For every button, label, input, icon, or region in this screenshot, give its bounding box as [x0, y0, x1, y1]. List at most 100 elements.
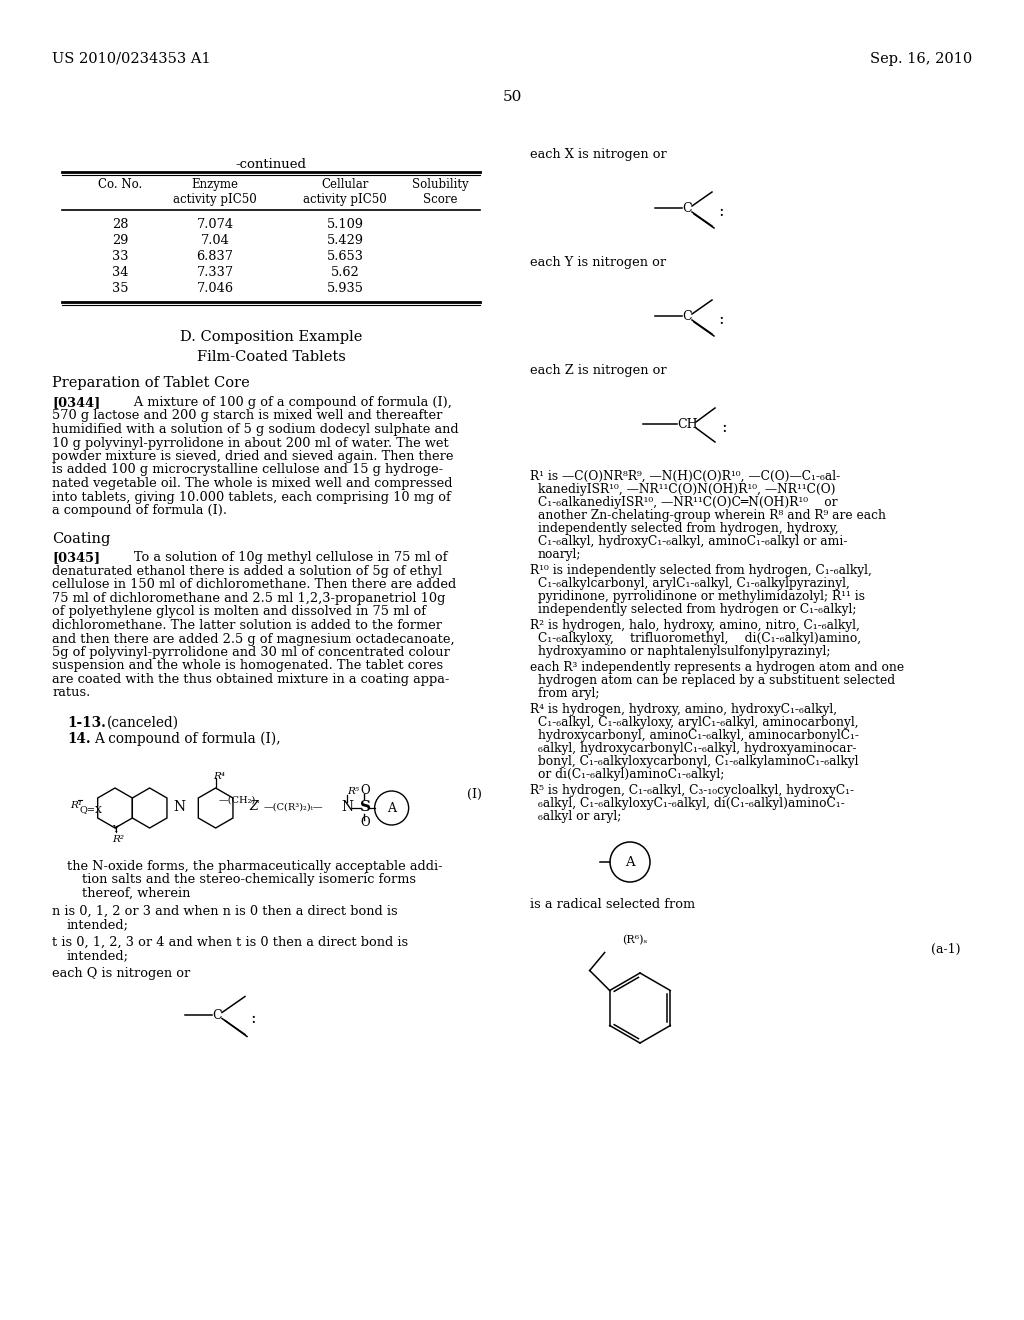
Text: Q=X: Q=X [80, 805, 103, 814]
Text: A: A [387, 803, 396, 814]
Text: 7.046: 7.046 [197, 282, 233, 294]
Text: Enzyme
activity pIC50: Enzyme activity pIC50 [173, 178, 257, 206]
Text: R²: R² [112, 836, 124, 845]
Text: denaturated ethanol there is added a solution of 5g of ethyl: denaturated ethanol there is added a sol… [52, 565, 442, 578]
Text: pyridinone, pyrrolidinone or methylimidazolyl; R¹¹ is: pyridinone, pyrrolidinone or methylimida… [538, 590, 865, 603]
Text: :: : [718, 312, 724, 329]
Text: 5g of polyvinyl-pyrrolidone and 30 ml of concentrated colour: 5g of polyvinyl-pyrrolidone and 30 ml of… [52, 645, 450, 659]
Text: [0345]: [0345] [52, 552, 100, 565]
Text: cellulose in 150 ml of dichloromethane. Then there are added: cellulose in 150 ml of dichloromethane. … [52, 578, 457, 591]
Text: R¹ is —C(O)NR⁸R⁹, —N(H)C(O)R¹⁰, —C(O)—C₁-₆al-: R¹ is —C(O)NR⁸R⁹, —N(H)C(O)R¹⁰, —C(O)—C₁… [530, 470, 841, 483]
Text: Film-Coated Tablets: Film-Coated Tablets [197, 350, 345, 364]
Text: dichloromethane. The latter solution is added to the former: dichloromethane. The latter solution is … [52, 619, 442, 632]
Text: —(CH₂)ₙ: —(CH₂)ₙ [219, 796, 260, 804]
Text: C: C [682, 202, 691, 215]
Text: from aryl;: from aryl; [538, 686, 599, 700]
Text: Solubility
Score: Solubility Score [412, 178, 468, 206]
Text: C₁-₆alkyl, C₁-₆alkyloxy, arylC₁-₆alkyl, aminocarbonyl,: C₁-₆alkyl, C₁-₆alkyloxy, arylC₁-₆alkyl, … [538, 715, 859, 729]
Text: ₆alkyl, C₁-₆alkyloxyC₁-₆alkyl, di(C₁-₆alkyl)aminoC₁-: ₆alkyl, C₁-₆alkyloxyC₁-₆alkyl, di(C₁-₆al… [538, 797, 845, 810]
Text: US 2010/0234353 A1: US 2010/0234353 A1 [52, 51, 211, 66]
Text: R² is hydrogen, halo, hydroxy, amino, nitro, C₁-₆alkyl,: R² is hydrogen, halo, hydroxy, amino, ni… [530, 619, 860, 632]
Text: 5.109: 5.109 [327, 218, 364, 231]
Text: thereof, wherein: thereof, wherein [82, 887, 190, 900]
Text: Co. No.: Co. No. [98, 178, 142, 191]
Text: Preparation of Tablet Core: Preparation of Tablet Core [52, 376, 250, 389]
Text: To a solution of 10g methyl cellulose in 75 ml of: To a solution of 10g methyl cellulose in… [104, 552, 447, 565]
Text: kanediyISR¹⁰, —NR¹¹C(O)N(OH)R¹⁰, —NR¹¹C(O): kanediyISR¹⁰, —NR¹¹C(O)N(OH)R¹⁰, —NR¹¹C(… [538, 483, 836, 496]
Text: 570 g lactose and 200 g starch is mixed well and thereafter: 570 g lactose and 200 g starch is mixed … [52, 409, 442, 422]
Text: CH: CH [677, 418, 697, 432]
Text: O: O [360, 784, 371, 797]
Text: powder mixture is sieved, dried and sieved again. Then there: powder mixture is sieved, dried and siev… [52, 450, 454, 463]
Text: [0344]: [0344] [52, 396, 100, 409]
Text: 35: 35 [112, 282, 128, 294]
Text: R⁵ is hydrogen, C₁-₆alkyl, C₃-₁₀cycloalkyl, hydroxyC₁-: R⁵ is hydrogen, C₁-₆alkyl, C₃-₁₀cycloalk… [530, 784, 854, 797]
Text: (canceled): (canceled) [106, 715, 179, 730]
Text: C₁-₆alkyl, hydroxyC₁-₆alkyl, aminoC₁-₆alkyl or ami-: C₁-₆alkyl, hydroxyC₁-₆alkyl, aminoC₁-₆al… [538, 535, 848, 548]
Text: into tablets, giving 10.000 tablets, each comprising 10 mg of: into tablets, giving 10.000 tablets, eac… [52, 491, 451, 503]
Text: :: : [718, 203, 724, 220]
Text: Sep. 16, 2010: Sep. 16, 2010 [869, 51, 972, 66]
Text: each X is nitrogen or: each X is nitrogen or [530, 148, 667, 161]
Text: N: N [342, 800, 353, 814]
Text: 7.04: 7.04 [201, 234, 229, 247]
Text: intended;: intended; [67, 917, 129, 931]
Text: are coated with the thus obtained mixture in a coating appa-: are coated with the thus obtained mixtur… [52, 673, 450, 686]
Text: Coating: Coating [52, 532, 111, 545]
Text: :: : [250, 1010, 256, 1027]
Text: hydroxyamino or naphtalenylsulfonylpyrazinyl;: hydroxyamino or naphtalenylsulfonylpyraz… [538, 645, 830, 657]
Text: —(C(R³)₂)ₜ—: —(C(R³)₂)ₜ— [263, 803, 324, 812]
Text: noaryl;: noaryl; [538, 548, 582, 561]
Text: n is 0, 1, 2 or 3 and when n is 0 then a direct bond is: n is 0, 1, 2 or 3 and when n is 0 then a… [52, 904, 397, 917]
Text: (R⁶)ₛ: (R⁶)ₛ [623, 935, 647, 945]
Text: humidified with a solution of 5 g sodium dodecyl sulphate and: humidified with a solution of 5 g sodium… [52, 422, 459, 436]
Text: 34: 34 [112, 267, 128, 279]
Text: ₆alkyl, hydroxycarbonylC₁-₆alkyl, hydroxyaminocar-: ₆alkyl, hydroxycarbonylC₁-₆alkyl, hydrox… [538, 742, 856, 755]
Text: 10 g polyvinyl-pyrrolidone in about 200 ml of water. The wet: 10 g polyvinyl-pyrrolidone in about 200 … [52, 437, 449, 450]
Text: S: S [359, 800, 371, 814]
Text: hydrogen atom can be replaced by a substituent selected: hydrogen atom can be replaced by a subst… [538, 675, 895, 686]
Text: of polyethylene glycol is molten and dissolved in 75 ml of: of polyethylene glycol is molten and dis… [52, 606, 426, 619]
Text: A: A [626, 855, 635, 869]
Text: hydroxycarbonyl, aminoC₁-₆alkyl, aminocarbonylC₁-: hydroxycarbonyl, aminoC₁-₆alkyl, aminoca… [538, 729, 859, 742]
Text: N: N [174, 800, 185, 814]
Text: is added 100 g microcrystalline cellulose and 15 g hydroge-: is added 100 g microcrystalline cellulos… [52, 463, 443, 477]
Text: R⁴ is hydrogen, hydroxy, amino, hydroxyC₁-₆alkyl,: R⁴ is hydrogen, hydroxy, amino, hydroxyC… [530, 704, 838, 715]
Text: each Z is nitrogen or: each Z is nitrogen or [530, 364, 667, 378]
Text: 7.337: 7.337 [197, 267, 233, 279]
Text: D. Composition Example: D. Composition Example [180, 330, 362, 345]
Text: the N-oxide forms, the pharmaceutically acceptable addi-: the N-oxide forms, the pharmaceutically … [67, 861, 442, 873]
Text: is a radical selected from: is a radical selected from [530, 898, 695, 911]
Text: (a-1): (a-1) [931, 942, 961, 956]
Text: t is 0, 1, 2, 3 or 4 and when t is 0 then a direct bond is: t is 0, 1, 2, 3 or 4 and when t is 0 the… [52, 936, 409, 949]
Text: R¹⁰ is independently selected from hydrogen, C₁-₆alkyl,: R¹⁰ is independently selected from hydro… [530, 564, 871, 577]
Text: ratus.: ratus. [52, 686, 90, 700]
Text: O: O [360, 816, 371, 829]
Text: or di(C₁-₆alkyl)aminoC₁-₆alkyl;: or di(C₁-₆alkyl)aminoC₁-₆alkyl; [538, 768, 724, 781]
Text: C: C [682, 310, 691, 323]
Text: independently selected from hydrogen or C₁-₆alkyl;: independently selected from hydrogen or … [538, 603, 856, 616]
Text: nated vegetable oil. The whole is mixed well and compressed: nated vegetable oil. The whole is mixed … [52, 477, 453, 490]
Text: 29: 29 [112, 234, 128, 247]
Text: each R³ independently represents a hydrogen atom and one: each R³ independently represents a hydro… [530, 661, 904, 675]
Text: 75 ml of dichloromethane and 2.5 ml 1,2,3-propanetriol 10g: 75 ml of dichloromethane and 2.5 ml 1,2,… [52, 591, 445, 605]
Text: independently selected from hydrogen, hydroxy,: independently selected from hydrogen, hy… [538, 521, 839, 535]
Text: A mixture of 100 g of a compound of formula (I),: A mixture of 100 g of a compound of form… [104, 396, 452, 409]
Text: C: C [212, 1008, 221, 1022]
Text: 5.429: 5.429 [327, 234, 364, 247]
Text: 7.074: 7.074 [197, 218, 233, 231]
Text: another Zn-chelating-group wherein R⁸ and R⁹ are each: another Zn-chelating-group wherein R⁸ an… [538, 510, 886, 521]
Text: R⁴: R⁴ [214, 772, 225, 781]
Text: -continued: -continued [236, 158, 306, 172]
Text: bonyl, C₁-₆alkyloxycarbonyl, C₁-₆alkylaminoC₁-₆alkyl: bonyl, C₁-₆alkyloxycarbonyl, C₁-₆alkylam… [538, 755, 858, 768]
Text: 50: 50 [503, 90, 521, 104]
Text: Z: Z [250, 800, 258, 813]
Text: 6.837: 6.837 [197, 249, 233, 263]
Text: 28: 28 [112, 218, 128, 231]
Text: A compound of formula (I),: A compound of formula (I), [94, 733, 281, 746]
Text: tion salts and the stereo-chemically isomeric forms: tion salts and the stereo-chemically iso… [82, 874, 416, 887]
Text: C₁-₆alkylcarbonyl, arylC₁-₆alkyl, C₁-₆alkylpyrazinyl,: C₁-₆alkylcarbonyl, arylC₁-₆alkyl, C₁-₆al… [538, 577, 850, 590]
Text: Cellular
activity pIC50: Cellular activity pIC50 [303, 178, 387, 206]
Text: 1-13.: 1-13. [67, 715, 105, 730]
Text: Y: Y [112, 825, 119, 834]
